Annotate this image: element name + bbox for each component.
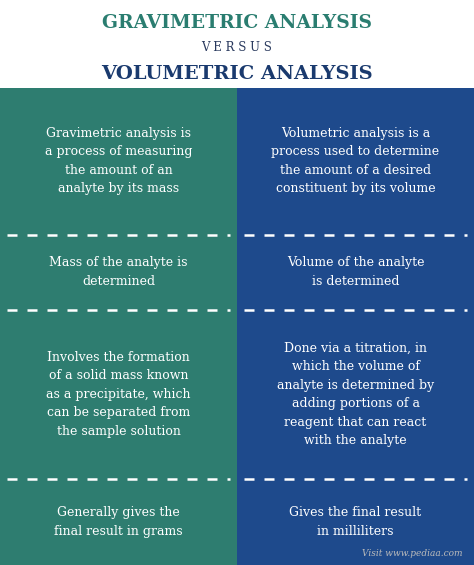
Bar xyxy=(237,88,474,565)
Text: V E R S U S: V E R S U S xyxy=(201,41,273,54)
Text: Involves the formation
of a solid mass known
as a precipitate, which
can be sepa: Involves the formation of a solid mass k… xyxy=(46,351,191,438)
Text: Mass of the analyte is
determined: Mass of the analyte is determined xyxy=(49,257,188,288)
Bar xyxy=(0,88,237,565)
Text: Done via a titration, in
which the volume of
analyte is determined by
adding por: Done via a titration, in which the volum… xyxy=(277,342,434,447)
Text: VOLUMETRIC ANALYSIS: VOLUMETRIC ANALYSIS xyxy=(101,65,373,83)
Text: Visit www.pediaa.com: Visit www.pediaa.com xyxy=(362,549,462,558)
Text: Generally gives the
final result in grams: Generally gives the final result in gram… xyxy=(54,506,183,538)
Text: Volumetric analysis is a
process used to determine
the amount of a desired
const: Volumetric analysis is a process used to… xyxy=(272,127,439,195)
Text: Gravimetric analysis is
a process of measuring
the amount of an
analyte by its m: Gravimetric analysis is a process of mea… xyxy=(45,127,192,195)
Text: GRAVIMETRIC ANALYSIS: GRAVIMETRIC ANALYSIS xyxy=(102,14,372,32)
Text: Volume of the analyte
is determined: Volume of the analyte is determined xyxy=(287,257,424,288)
Text: Gives the final result
in milliliters: Gives the final result in milliliters xyxy=(290,506,421,538)
